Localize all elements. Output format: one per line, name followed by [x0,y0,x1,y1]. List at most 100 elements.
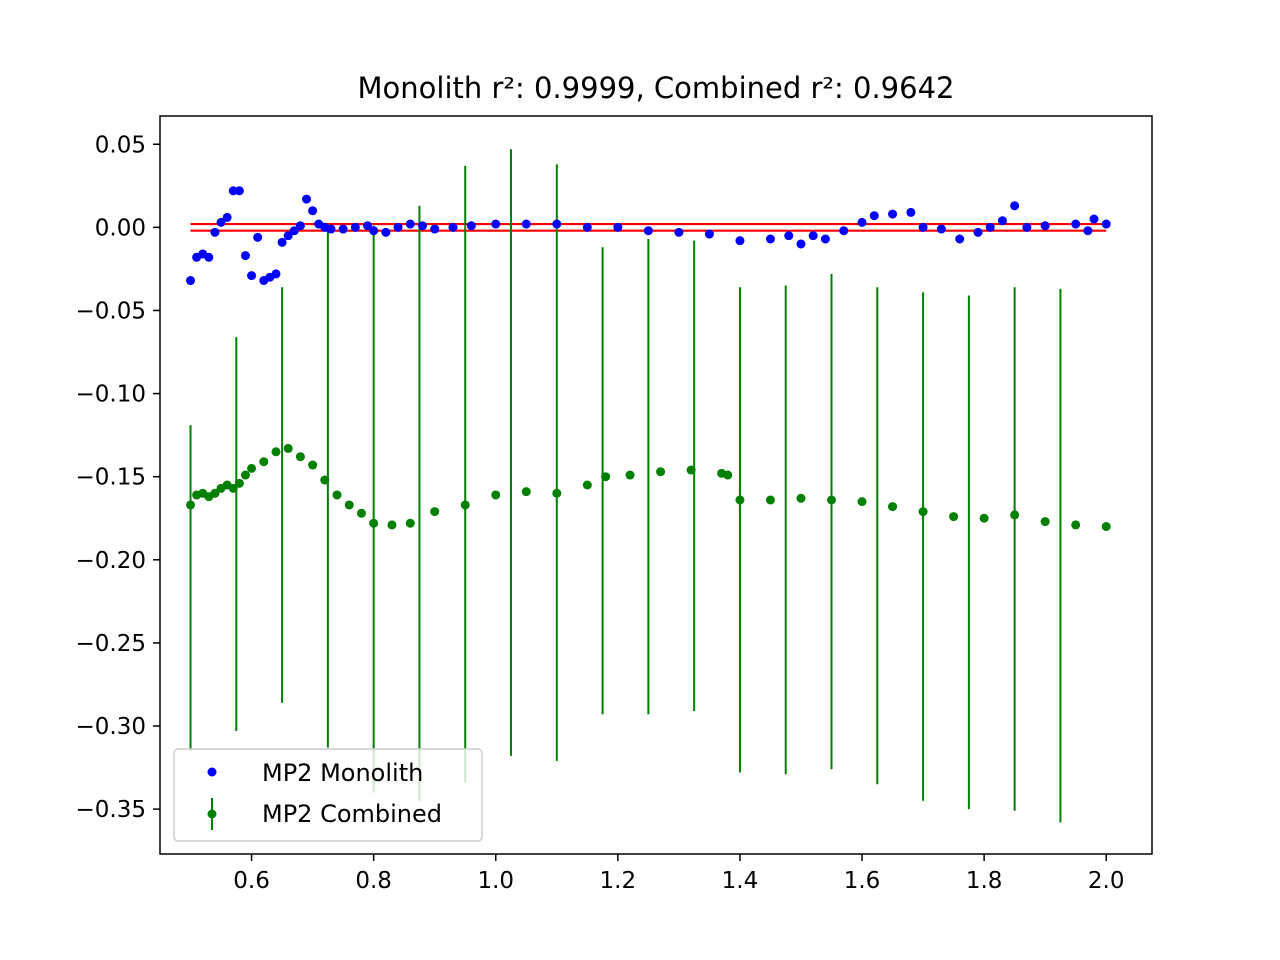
combined-point [320,475,330,485]
monolith-point [283,231,293,241]
x-tick-label: 1.2 [600,868,637,894]
monolith-point [216,217,226,227]
y-tick-label: −0.25 [76,631,146,657]
legend: MP2 Monolith MP2 Combined [173,748,483,842]
monolith-point [308,206,318,216]
monolith-point [839,226,849,236]
monolith-point [491,219,501,229]
monolith-point [1010,201,1020,211]
monolith-point [277,237,287,247]
monolith-point [302,194,312,204]
monolith-point [350,222,360,232]
x-tick-label: 0.6 [233,868,270,894]
monolith-point [704,229,714,239]
legend-monolith-marker [207,767,217,777]
y-tick-label: −0.10 [76,382,146,408]
x-tick-label: 1.6 [844,868,881,894]
axes: 0.6 0.8 1.0 1.2 1.4 1.6 1.8 2.0 0.05 0.00 −0.05 −0.… [76,132,1125,894]
y-tick-label: 0.00 [95,215,146,241]
combined-point [491,490,501,500]
combined-point [283,443,293,453]
combined-point [430,507,440,517]
combined-point [1071,520,1081,530]
combined-point [521,487,531,497]
monolith-point [466,221,476,231]
monolith-point [222,212,232,222]
combined-point [656,467,666,477]
combined-point [369,518,379,528]
combined-point [186,500,196,510]
monolith-point [735,236,745,246]
legend-box [173,748,483,842]
legend-monolith-label: MP2 Monolith [262,759,423,787]
monolith-point [521,219,531,229]
monolith-point [796,239,806,249]
combined-point [582,480,592,490]
combined-point [460,500,470,510]
combined-point [765,495,775,505]
combined-point [625,470,635,480]
monolith-point [1071,219,1081,229]
x-tick-label: 1.8 [966,868,1003,894]
combined-point [796,493,806,503]
y-tick-label: −0.20 [76,548,146,574]
combined-point [827,495,837,505]
monolith-point [808,231,818,241]
monolith-point [643,226,653,236]
combined-point [735,495,745,505]
combined-point [271,447,281,457]
monolith-point [857,217,867,227]
combined-point [356,508,366,518]
y-tick-label: −0.35 [76,797,146,823]
monolith-point [820,234,830,244]
combined-point [918,507,928,517]
monolith-point [247,271,257,281]
monolith-point [888,209,898,219]
monolith-point [381,227,391,237]
combined-point [888,502,898,512]
combined-point [1101,522,1111,532]
monolith-point [240,251,250,261]
monolith-point [869,211,879,221]
monolith-point [1089,214,1099,224]
y-tick-label: 0.05 [95,132,146,158]
monolith-point [430,224,440,234]
combined-point [552,488,562,498]
monolith-point [369,226,379,236]
combined-point [686,465,696,475]
combined-point [949,512,959,522]
monolith-point [186,276,196,286]
monolith-point [985,222,995,232]
combined-point [344,500,354,510]
monolith-point [405,219,415,229]
monolith-point [1083,226,1093,236]
legend-combined-marker [207,809,217,819]
monolith-point [234,186,244,196]
monolith-point [936,224,946,234]
monolith-point [674,227,684,237]
monolith-point [613,222,623,232]
plot-area [186,149,1111,823]
x-tick-label: 1.4 [722,868,759,894]
y-tick-label: −0.15 [76,465,146,491]
monolith-point [448,222,458,232]
monolith-point [582,222,592,232]
y-tick-label: −0.05 [76,298,146,324]
monolith-point [253,232,263,242]
x-tick-label: 1.0 [477,868,514,894]
combined-point [247,463,257,473]
chart-title: Monolith r²: 0.9999, Combined r²: 0.9642 [358,71,955,105]
combined-point [857,497,867,507]
combined-point [1040,517,1050,527]
combined-point [308,460,318,470]
monolith-point [1101,219,1111,229]
combined-point [210,488,220,498]
combined-point [259,457,269,467]
monolith-point [295,221,305,231]
monolith-point [955,234,965,244]
monolith-point [338,224,348,234]
combined-point [234,478,244,488]
monolith-point [271,269,281,279]
monolith-point [289,226,299,236]
